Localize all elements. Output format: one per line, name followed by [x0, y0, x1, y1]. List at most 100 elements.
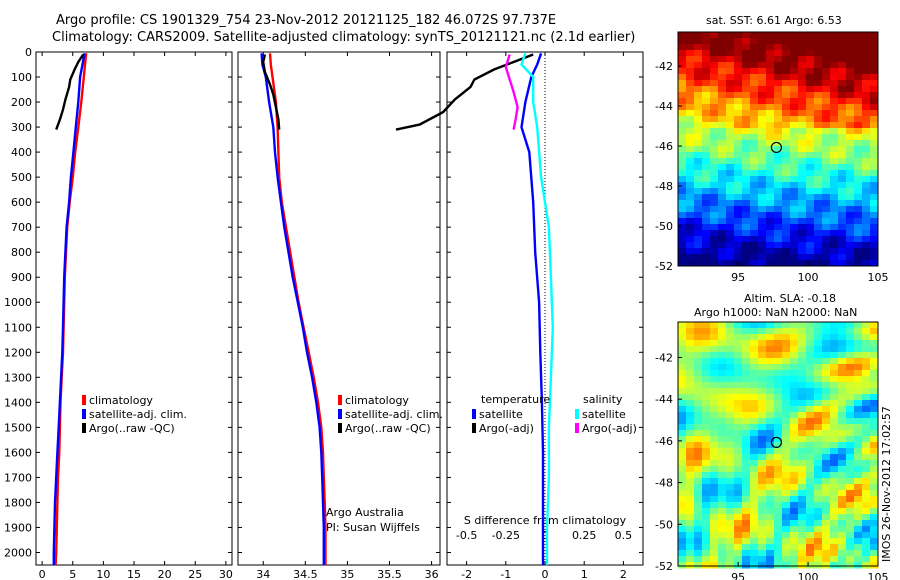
map-cell: [686, 68, 695, 75]
map-cell: [838, 152, 847, 159]
map-cell: [774, 134, 783, 141]
map-cell: [854, 424, 863, 431]
map-cell: [822, 418, 831, 425]
map-cell: [790, 358, 799, 365]
map-cell: [678, 346, 687, 353]
map-cell: [870, 206, 879, 213]
map-cell: [686, 394, 695, 401]
map-cell: [742, 496, 751, 503]
map-cell: [854, 472, 863, 479]
map-cell: [782, 370, 791, 377]
map-cell: [718, 424, 727, 431]
map-cell: [686, 128, 695, 135]
map-cell: [854, 490, 863, 497]
map-cell: [702, 230, 711, 237]
map-cell: [838, 544, 847, 551]
map-cell: [822, 236, 831, 243]
map-cell: [814, 382, 823, 389]
map-cell: [734, 520, 743, 527]
map-cell: [782, 200, 791, 207]
map-cell: [798, 544, 807, 551]
series-line-argo-adj-: [504, 54, 519, 130]
map-cell: [766, 334, 775, 341]
map-cell: [862, 496, 871, 503]
map-cell: [702, 170, 711, 177]
map-cell: [686, 182, 695, 189]
map-cell: [846, 140, 855, 147]
y-tick-label: 200: [11, 96, 32, 109]
map-cell: [678, 562, 687, 569]
map-cell: [694, 44, 703, 51]
map-cell: [766, 370, 775, 377]
y-tick-label: 1900: [4, 521, 32, 534]
map-cell: [726, 472, 735, 479]
map-cell: [782, 394, 791, 401]
map-cell: [694, 406, 703, 413]
map-cell: [702, 236, 711, 243]
map-cell: [830, 382, 839, 389]
map-cell: [846, 496, 855, 503]
map-cell: [758, 50, 767, 57]
map-cell: [718, 86, 727, 93]
map-cell: [758, 164, 767, 171]
map-cell: [830, 212, 839, 219]
map-cell: [694, 74, 703, 81]
map-cell: [830, 164, 839, 171]
map-cell: [774, 176, 783, 183]
map-cell: [758, 188, 767, 195]
map-cell: [798, 460, 807, 467]
map-cell: [726, 562, 735, 569]
x-tick-label: 34: [256, 568, 270, 580]
y-tick-label: 1200: [4, 346, 32, 359]
map-cell: [790, 436, 799, 443]
map-cell: [710, 74, 719, 81]
x-tick-label: 0: [542, 568, 549, 580]
map-cell: [710, 194, 719, 201]
map-cell: [758, 352, 767, 359]
map-cell: [814, 466, 823, 473]
map-cell: [822, 388, 831, 395]
map-cell: [838, 68, 847, 75]
legend-entry: satellite: [479, 408, 523, 421]
map-cell: [814, 376, 823, 383]
map-cell: [854, 394, 863, 401]
map-cell: [782, 400, 791, 407]
x-tick-label-top: 0.25: [572, 529, 597, 542]
map-cell: [806, 164, 815, 171]
map-cell: [678, 68, 687, 75]
map-cell: [830, 80, 839, 87]
map-cell: [702, 424, 711, 431]
map-cell: [750, 44, 759, 51]
map-cell: [862, 194, 871, 201]
map-cell: [750, 340, 759, 347]
map-cell: [862, 248, 871, 255]
map-cell: [814, 490, 823, 497]
map-cell: [758, 74, 767, 81]
map-cell: [686, 556, 695, 563]
map-cell: [702, 32, 711, 39]
map-cell: [854, 382, 863, 389]
map-cell: [742, 50, 751, 57]
map-cell: [862, 254, 871, 261]
map-cell: [734, 466, 743, 473]
map-cell: [742, 460, 751, 467]
map-cell: [750, 260, 759, 267]
map-cell: [846, 86, 855, 93]
map-cell: [702, 62, 711, 69]
map-cell: [726, 340, 735, 347]
map-cell: [758, 68, 767, 75]
map-cell: [702, 460, 711, 467]
map-cell: [678, 188, 687, 195]
map-cell: [846, 38, 855, 45]
map-cell: [830, 98, 839, 105]
map-cell: [702, 556, 711, 563]
map-cell: [702, 490, 711, 497]
map-cell: [790, 80, 799, 87]
map-cell: [846, 62, 855, 69]
map-cell: [726, 194, 735, 201]
map-cell: [814, 254, 823, 261]
map-cell: [846, 466, 855, 473]
map-cell: [838, 200, 847, 207]
map-cell: [774, 346, 783, 353]
map-cell: [758, 358, 767, 365]
